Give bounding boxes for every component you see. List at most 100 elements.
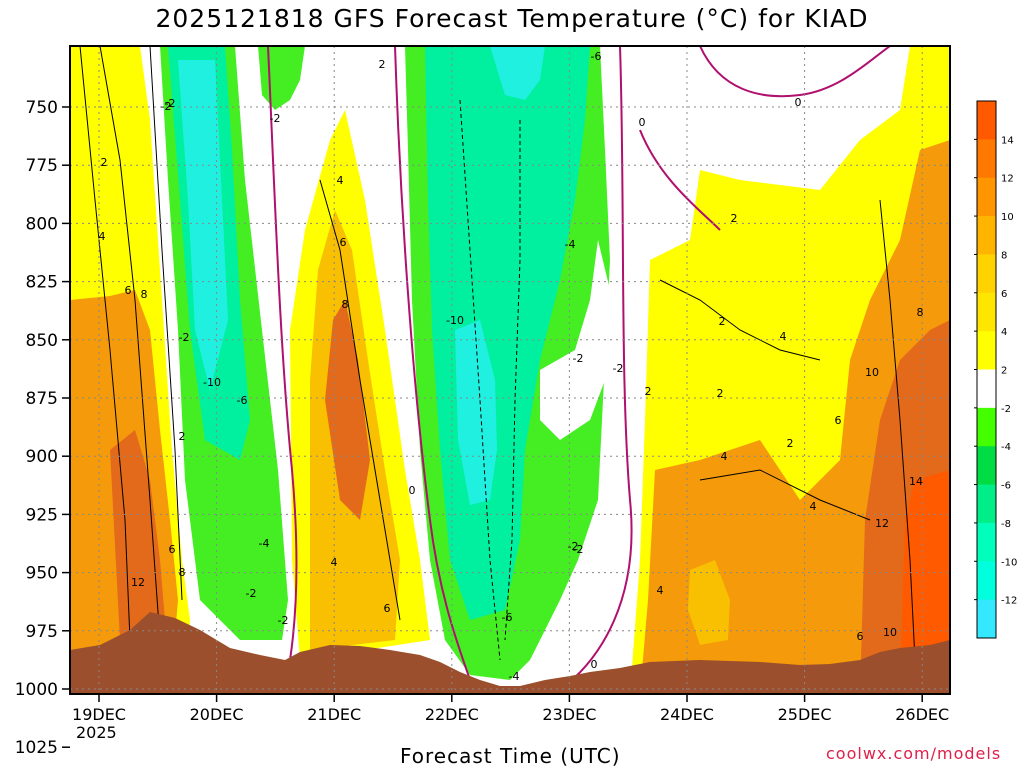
contour-label: 4 — [721, 450, 728, 463]
dark-orange-region-21dec — [325, 300, 370, 520]
contour-label: 10 — [865, 366, 879, 379]
contour-label: 2 — [719, 315, 726, 328]
contour-label: 8 — [179, 566, 186, 579]
y-tick-label: 775 — [26, 156, 58, 176]
contour-label: -2 — [270, 112, 281, 125]
contour-label: 4 — [331, 556, 338, 569]
colorbar-label: 8 — [1001, 250, 1007, 261]
colorbar-segment — [977, 139, 996, 179]
colorbar-segment — [977, 522, 996, 562]
contour-label: 2 — [787, 437, 794, 450]
contour-label: 6 — [125, 284, 132, 297]
colorbar-segment — [977, 292, 996, 332]
y-tick-label: 825 — [26, 273, 58, 293]
contour-label: -2 — [278, 614, 289, 627]
coldest-region-22dec-mid — [455, 320, 497, 505]
contour-label: 10 — [883, 626, 897, 639]
colorbar-segment — [977, 254, 996, 294]
contour-label: 2 — [179, 430, 186, 443]
isotherm-line — [99, 46, 161, 641]
plot-field — [70, 46, 950, 694]
contour-label: 2 — [717, 387, 724, 400]
contour-label: 8 — [141, 288, 148, 301]
contour-label: 6 — [857, 630, 864, 643]
contour-label: -4 — [509, 670, 520, 683]
colorbar: 14 12 10 8 6 4 2 -2 -4 -6 -8 -10 -12 — [974, 100, 1017, 639]
y-tick-label: 1025 — [15, 738, 58, 758]
y-tick-label: 1000 — [15, 680, 58, 700]
red-orange-region-26dec — [900, 470, 950, 680]
colorbar-label: -8 — [1001, 519, 1011, 530]
contour-label: -2 — [573, 352, 584, 365]
contour-label: 0 — [795, 96, 802, 109]
dark-orange-region-left — [110, 430, 165, 640]
y-tick-label: 800 — [26, 214, 58, 234]
isotherm-line — [699, 469, 871, 521]
plot-border — [69, 45, 951, 695]
contour-label: -6 — [237, 394, 248, 407]
zero-degree-contour — [639, 129, 721, 231]
colorbar-label: -12 — [1001, 596, 1017, 607]
contour-label: 12 — [875, 517, 889, 530]
x-tick-label: 23DEC — [542, 705, 596, 724]
x-axis-title: Forecast Time (UTC) — [400, 744, 621, 768]
contour-label: 12 — [131, 576, 145, 589]
contour-label: 2 — [379, 58, 386, 71]
zero-degree-contour — [267, 46, 298, 661]
contour-label: -6 — [502, 611, 513, 624]
colorbar-segment — [977, 331, 996, 370]
colorbar-segment — [977, 446, 996, 486]
contour-label: -2 — [165, 97, 176, 110]
x-tick-label: 22DEC — [425, 705, 479, 724]
contour-label: -10 — [203, 376, 221, 389]
x-tick-label: 21DEC — [307, 705, 361, 724]
colorbar-label: 4 — [1001, 327, 1007, 338]
coldest-region-22dec-top — [490, 46, 545, 100]
isotherm-line — [319, 179, 401, 621]
contour-label: 4 — [99, 230, 106, 243]
contour-label: 0 — [591, 658, 598, 671]
near-freezing-pocket — [540, 240, 610, 440]
colorbar-segment — [977, 369, 996, 409]
contour-label: 2 — [731, 212, 738, 225]
colorbar-segment — [977, 407, 996, 447]
x-tick-label: 19DEC — [72, 705, 126, 724]
x-axis-year: 2025 — [76, 723, 117, 742]
colorbar-segment — [977, 101, 996, 140]
contour-label: -4 — [565, 238, 576, 251]
contour-label: -6 — [591, 50, 602, 63]
colorbar-segment — [977, 599, 996, 639]
colorbar-label: -6 — [1001, 481, 1011, 492]
contour-label: -2 — [568, 540, 579, 553]
contour-label: -2 — [246, 587, 257, 600]
chart-title: 2025121818 GFS Forecast Temperature (°C)… — [155, 4, 869, 33]
x-tick-label: 20DEC — [190, 705, 244, 724]
y-tick-label: 950 — [26, 564, 58, 584]
coldest-region-20dec — [178, 60, 228, 390]
colorbar-segment — [977, 177, 996, 217]
colorbar-label: 12 — [1001, 174, 1014, 185]
contour-label: 6 — [340, 236, 347, 249]
contour-label: 2 — [101, 156, 108, 169]
colorbar-segment — [977, 216, 996, 255]
colorbar-label: -4 — [1001, 442, 1011, 453]
contour-label: 6 — [169, 543, 176, 556]
contour-label: -10 — [446, 314, 464, 327]
contour-label: -2 — [573, 543, 584, 556]
contour-label: 14 — [909, 475, 923, 488]
y-tick-label: 850 — [26, 331, 58, 351]
colorbar-segment — [977, 561, 996, 601]
isotherm-line — [459, 99, 501, 661]
source-credit: coolwx.com/models — [826, 744, 1002, 763]
y-tick-label: 900 — [26, 447, 58, 467]
colorbar-label: 2 — [1001, 366, 1007, 377]
pressure-gridlines — [70, 106, 950, 690]
terrain-profile — [70, 612, 950, 694]
contour-label: -4 — [259, 537, 270, 550]
y-tick-label: 750 — [26, 98, 58, 118]
colorbar-label: 10 — [1001, 212, 1014, 223]
isotherm-line — [504, 120, 521, 641]
colorbar-label: 6 — [1001, 289, 1007, 300]
isotherm-line — [79, 46, 131, 641]
